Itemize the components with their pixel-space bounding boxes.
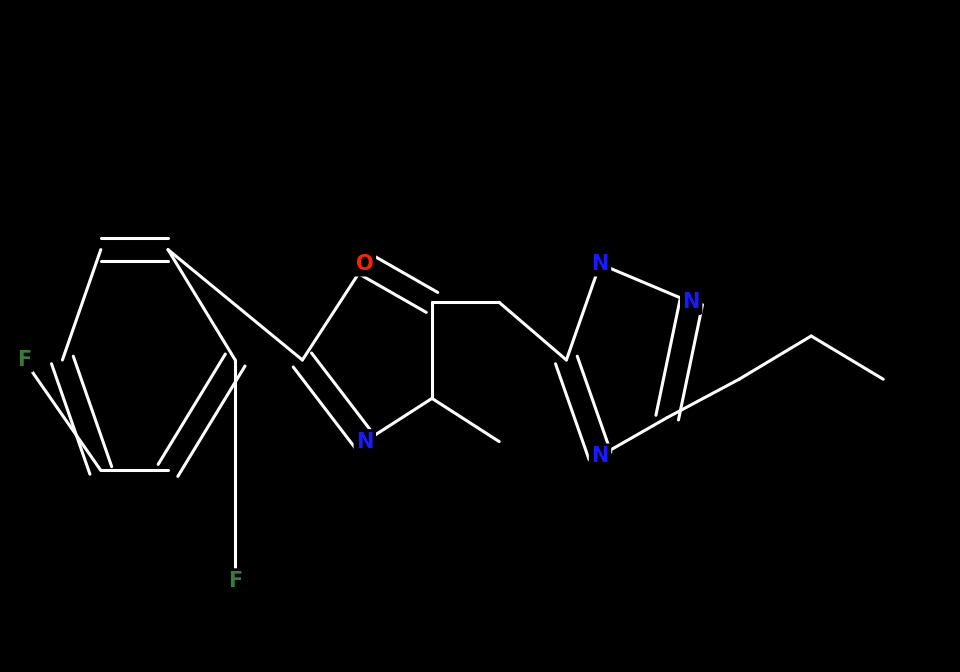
Text: N: N: [683, 292, 700, 312]
Text: F: F: [17, 350, 31, 370]
Text: N: N: [591, 446, 609, 466]
Text: N: N: [591, 254, 609, 274]
Text: F: F: [228, 571, 242, 591]
Text: O: O: [356, 254, 373, 274]
Text: N: N: [356, 431, 373, 452]
